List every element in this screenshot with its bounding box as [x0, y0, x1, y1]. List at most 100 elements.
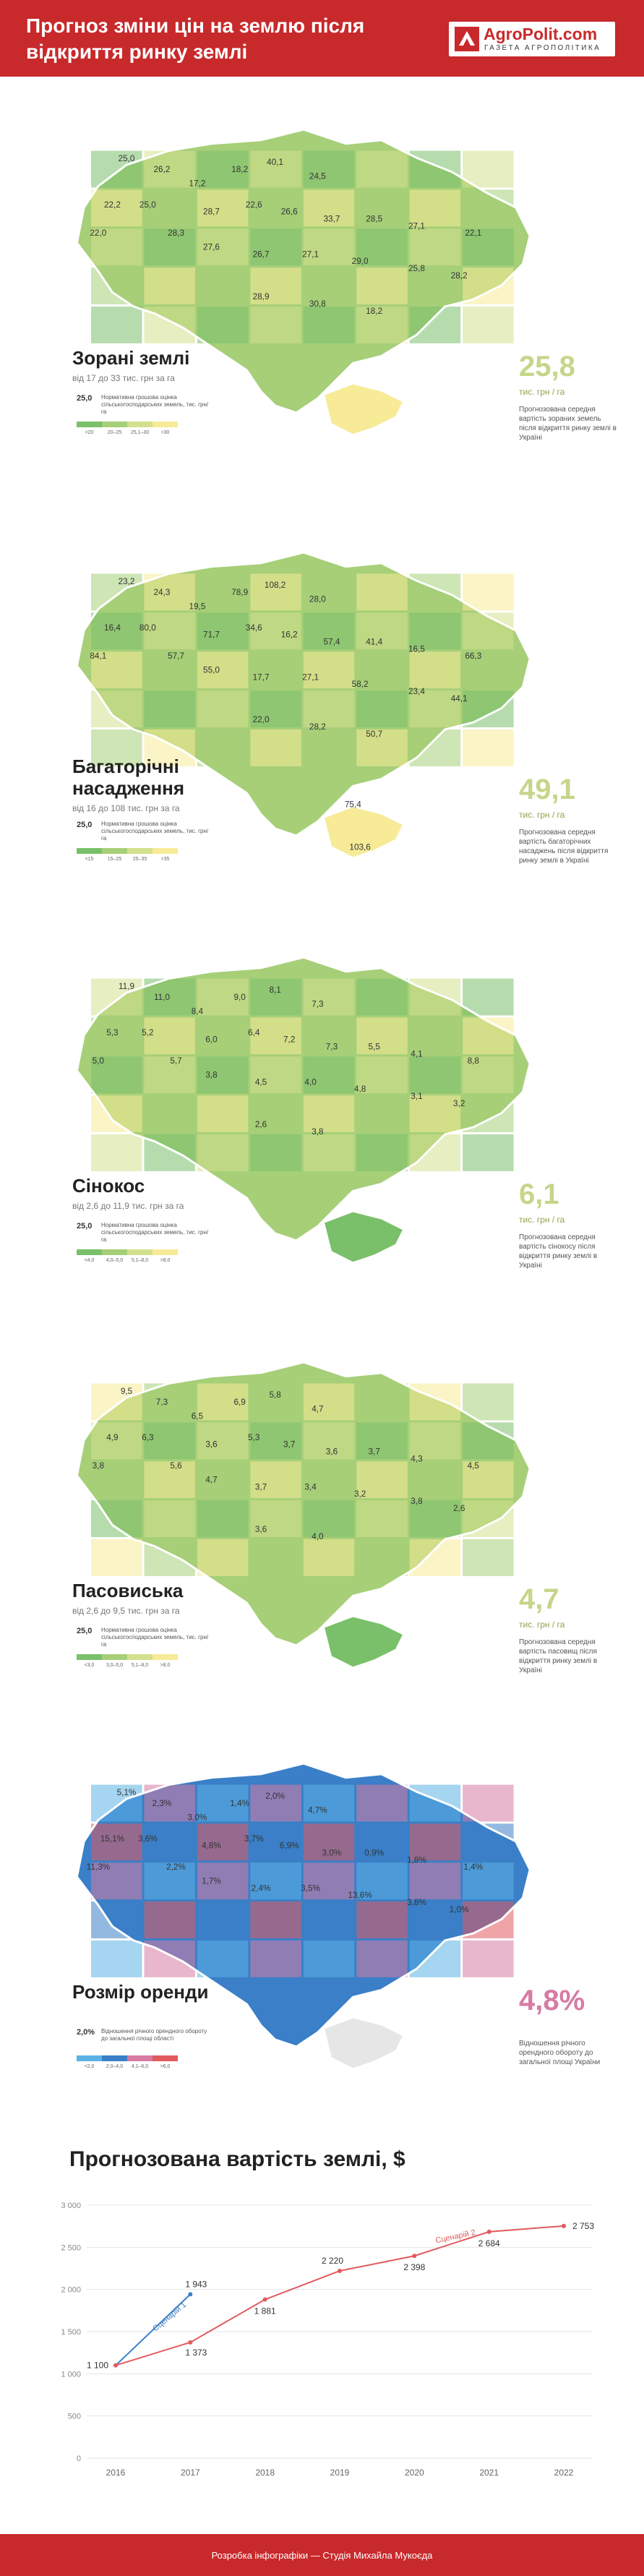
- region-tile[interactable]: [197, 1422, 249, 1460]
- region-tile[interactable]: [463, 612, 514, 650]
- region-tile[interactable]: [250, 1500, 301, 1538]
- region-tile[interactable]: [356, 268, 408, 305]
- region-tile[interactable]: [91, 150, 142, 188]
- region-tile[interactable]: [250, 1017, 301, 1055]
- region-tile[interactable]: [409, 189, 461, 227]
- region-tile[interactable]: [91, 1422, 142, 1460]
- region-tile[interactable]: [197, 1901, 249, 1939]
- region-tile[interactable]: [144, 1901, 195, 1939]
- region-tile[interactable]: [91, 1823, 142, 1861]
- region-tile[interactable]: [197, 306, 249, 343]
- region-tile[interactable]: [303, 612, 355, 650]
- region-tile[interactable]: [197, 1095, 249, 1133]
- region-tile[interactable]: [144, 1500, 195, 1538]
- region-tile[interactable]: [91, 1539, 142, 1576]
- region-tile[interactable]: [303, 1784, 355, 1822]
- region-tile[interactable]: [250, 1862, 301, 1900]
- region-tile[interactable]: [356, 1862, 408, 1900]
- region-tile[interactable]: [303, 690, 355, 728]
- region-tile[interactable]: [197, 1500, 249, 1538]
- region-tile[interactable]: [409, 1500, 461, 1538]
- region-tile[interactable]: [463, 1500, 514, 1538]
- region-tile[interactable]: [197, 573, 249, 611]
- region-tile[interactable]: [197, 729, 249, 766]
- region-tile[interactable]: [303, 1134, 355, 1171]
- region-tile[interactable]: [250, 150, 301, 188]
- region-tile[interactable]: [250, 189, 301, 227]
- region-tile[interactable]: [463, 306, 514, 343]
- region-tile[interactable]: [197, 150, 249, 188]
- region-tile[interactable]: [303, 268, 355, 305]
- region-tile[interactable]: [356, 1017, 408, 1055]
- region-tile[interactable]: [197, 1383, 249, 1421]
- region-tile[interactable]: [197, 690, 249, 728]
- region-tile[interactable]: [463, 1422, 514, 1460]
- region-tile[interactable]: [356, 651, 408, 689]
- region-tile[interactable]: [356, 1056, 408, 1094]
- region-tile[interactable]: [91, 573, 142, 611]
- region-tile[interactable]: [250, 690, 301, 728]
- region-tile[interactable]: [303, 1056, 355, 1094]
- agropolit-logo[interactable]: AgroPolit.com ГАЗЕТА АГРОПОЛІТИКА: [449, 22, 615, 56]
- region-tile[interactable]: [409, 1422, 461, 1460]
- region-tile[interactable]: [356, 729, 408, 766]
- region-tile[interactable]: [91, 1056, 142, 1094]
- region-tile[interactable]: [197, 1539, 249, 1576]
- region-tile[interactable]: [144, 189, 195, 227]
- region-tile[interactable]: [409, 268, 461, 305]
- region-tile[interactable]: [197, 268, 249, 305]
- region-tile[interactable]: [250, 1823, 301, 1861]
- region-tile[interactable]: [409, 573, 461, 611]
- region-tile[interactable]: [356, 978, 408, 1016]
- region-tile[interactable]: [463, 1784, 514, 1822]
- region-tile[interactable]: [409, 1784, 461, 1822]
- region-tile[interactable]: [409, 690, 461, 728]
- region-tile[interactable]: [356, 1095, 408, 1133]
- crimea-region[interactable]: [325, 384, 403, 435]
- region-tile[interactable]: [197, 189, 249, 227]
- region-tile[interactable]: [250, 651, 301, 689]
- region-tile[interactable]: [463, 1383, 514, 1421]
- region-tile[interactable]: [463, 1539, 514, 1576]
- region-tile[interactable]: [303, 1422, 355, 1460]
- region-tile[interactable]: [463, 729, 514, 766]
- region-tile[interactable]: [356, 1422, 408, 1460]
- region-tile[interactable]: [356, 1940, 408, 1977]
- region-tile[interactable]: [303, 729, 355, 766]
- region-tile[interactable]: [144, 1095, 195, 1133]
- region-tile[interactable]: [250, 1056, 301, 1094]
- region-tile[interactable]: [250, 268, 301, 305]
- region-tile[interactable]: [250, 1901, 301, 1939]
- region-tile[interactable]: [409, 1862, 461, 1900]
- region-tile[interactable]: [250, 306, 301, 343]
- region-tile[interactable]: [197, 1017, 249, 1055]
- region-tile[interactable]: [91, 1784, 142, 1822]
- region-tile[interactable]: [463, 1056, 514, 1094]
- region-tile[interactable]: [197, 1461, 249, 1499]
- region-tile[interactable]: [463, 651, 514, 689]
- crimea-region[interactable]: [325, 807, 403, 857]
- region-tile[interactable]: [250, 1940, 301, 1977]
- region-tile[interactable]: [91, 978, 142, 1016]
- region-tile[interactable]: [303, 978, 355, 1016]
- region-tile[interactable]: [197, 1056, 249, 1094]
- region-tile[interactable]: [250, 228, 301, 266]
- region-tile[interactable]: [463, 150, 514, 188]
- region-tile[interactable]: [144, 1461, 195, 1499]
- region-tile[interactable]: [144, 228, 195, 266]
- region-tile[interactable]: [144, 690, 195, 728]
- region-tile[interactable]: [250, 1539, 301, 1576]
- region-tile[interactable]: [409, 1383, 461, 1421]
- region-tile[interactable]: [144, 1056, 195, 1094]
- region-tile[interactable]: [356, 690, 408, 728]
- region-tile[interactable]: [409, 1095, 461, 1133]
- region-tile[interactable]: [356, 1539, 408, 1576]
- region-tile[interactable]: [303, 1901, 355, 1939]
- region-tile[interactable]: [303, 1940, 355, 1977]
- region-tile[interactable]: [197, 1134, 249, 1171]
- region-tile[interactable]: [356, 1134, 408, 1171]
- region-tile[interactable]: [303, 1461, 355, 1499]
- region-tile[interactable]: [144, 1823, 195, 1861]
- region-tile[interactable]: [356, 306, 408, 343]
- region-tile[interactable]: [144, 612, 195, 650]
